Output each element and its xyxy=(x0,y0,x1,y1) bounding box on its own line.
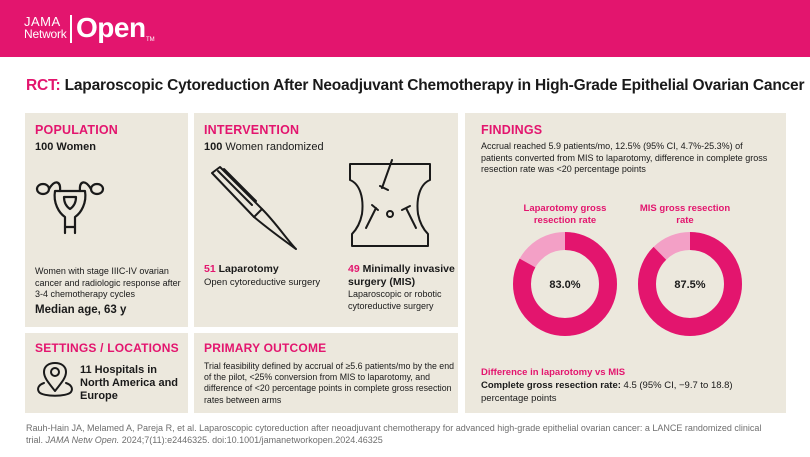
population-count: 100 Women xyxy=(35,141,96,153)
header-bar: JAMA Network Open TM xyxy=(0,0,810,57)
citation-line1: Rauh-Hain JA, Melamed A, Pareja R, et al… xyxy=(26,423,762,433)
scalpel-icon xyxy=(211,166,297,250)
citation-prefix: trial. xyxy=(26,435,46,445)
intervention-count-label: Women randomized xyxy=(222,141,324,153)
uterus-icon xyxy=(35,181,105,235)
arm2-title: 49 Minimally invasive surgery (MIS) xyxy=(348,263,456,288)
donut-chart-laparotomy: 83.0% xyxy=(513,232,617,336)
donut1-value: 83.0% xyxy=(549,279,580,291)
population-median-age: Median age, 63 y xyxy=(35,304,127,316)
citation: Rauh-Hain JA, Melamed A, Pareja R, et al… xyxy=(26,422,786,446)
population-panel: POPULATION 100 Women Women with stage II… xyxy=(25,113,188,327)
donut2-value: 87.5% xyxy=(674,279,705,291)
logo-trademark: TM xyxy=(146,37,155,43)
logo-open: Open xyxy=(76,12,146,43)
donut2-label: MIS gross resection rate xyxy=(639,203,731,226)
arm1-number: 51 xyxy=(204,263,216,275)
difference-label: Complete gross resection rate: xyxy=(481,380,621,391)
logo-line1: JAMA xyxy=(24,14,61,29)
arm1-title: 51 Laparotomy xyxy=(204,263,279,276)
logo-divider xyxy=(70,15,72,43)
primary-outcome-panel: PRIMARY OUTCOME Trial feasibility define… xyxy=(194,333,458,413)
logo-line2: Network xyxy=(24,27,67,41)
primary-outcome-heading: PRIMARY OUTCOME xyxy=(204,341,327,355)
donut1-fill xyxy=(513,232,617,336)
jama-network-logo: JAMA Network xyxy=(24,15,67,41)
population-description: Women with stage IIIC-IV ovarian cancer … xyxy=(35,266,181,299)
primary-outcome-text: Trial feasibility defined by accrual of … xyxy=(204,361,454,405)
donut2-fill xyxy=(638,232,742,336)
intervention-count-number: 100 xyxy=(204,141,223,153)
location-pin-icon xyxy=(37,362,73,397)
settings-heading: SETTINGS / LOCATIONS xyxy=(35,341,179,355)
arm1-description: Open cytoreductive surgery xyxy=(204,277,321,288)
arm2-number: 49 xyxy=(348,263,360,275)
difference-heading: Difference in laparotomy vs MIS xyxy=(481,367,626,378)
findings-panel: FINDINGS Accrual reached 5.9 patients/mo… xyxy=(465,113,786,413)
intervention-heading: INTERVENTION xyxy=(204,123,300,137)
settings-text: 11 Hospitals in North America and Europe xyxy=(80,364,179,402)
difference-value: 4.5 (95% CI, −9.7 to 18.8) percentage po… xyxy=(481,380,733,404)
intervention-count: 100 Women randomized xyxy=(204,141,324,154)
settings-panel: SETTINGS / LOCATIONS 11 Hospitals in Nor… xyxy=(25,333,188,413)
citation-details: 2024;7(11):e2446325. doi:10.1001/jamanet… xyxy=(119,435,383,445)
title-prefix: RCT: xyxy=(26,77,61,94)
difference-text: Complete gross resection rate: 4.5 (95% … xyxy=(481,380,781,405)
abdomen-ports-icon xyxy=(349,159,431,247)
citation-journal: JAMA Netw Open. xyxy=(45,435,120,445)
arm1-name: Laparotomy xyxy=(218,263,279,275)
population-heading: POPULATION xyxy=(35,123,119,137)
donut-chart-mis: 87.5% xyxy=(638,232,742,336)
citation-line2: trial. JAMA Netw Open. 2024;7(11):e24463… xyxy=(26,434,786,446)
donut1-label: Laparotomy gross resection rate xyxy=(523,203,607,226)
intervention-panel: INTERVENTION 100 Women randomized 51 Lap… xyxy=(194,113,458,327)
findings-heading: FINDINGS xyxy=(481,123,543,137)
page-title: RCT: Laparoscopic Cytoreduction After Ne… xyxy=(26,77,804,95)
findings-text: Accrual reached 5.9 patients/mo, 12.5% (… xyxy=(481,141,768,174)
title-text: Laparoscopic Cytoreduction After Neoadju… xyxy=(64,77,805,94)
arm2-name: Minimally invasive surgery (MIS) xyxy=(348,263,455,288)
arm2-description: Laparoscopic or robotic cytoreductive su… xyxy=(348,289,442,311)
